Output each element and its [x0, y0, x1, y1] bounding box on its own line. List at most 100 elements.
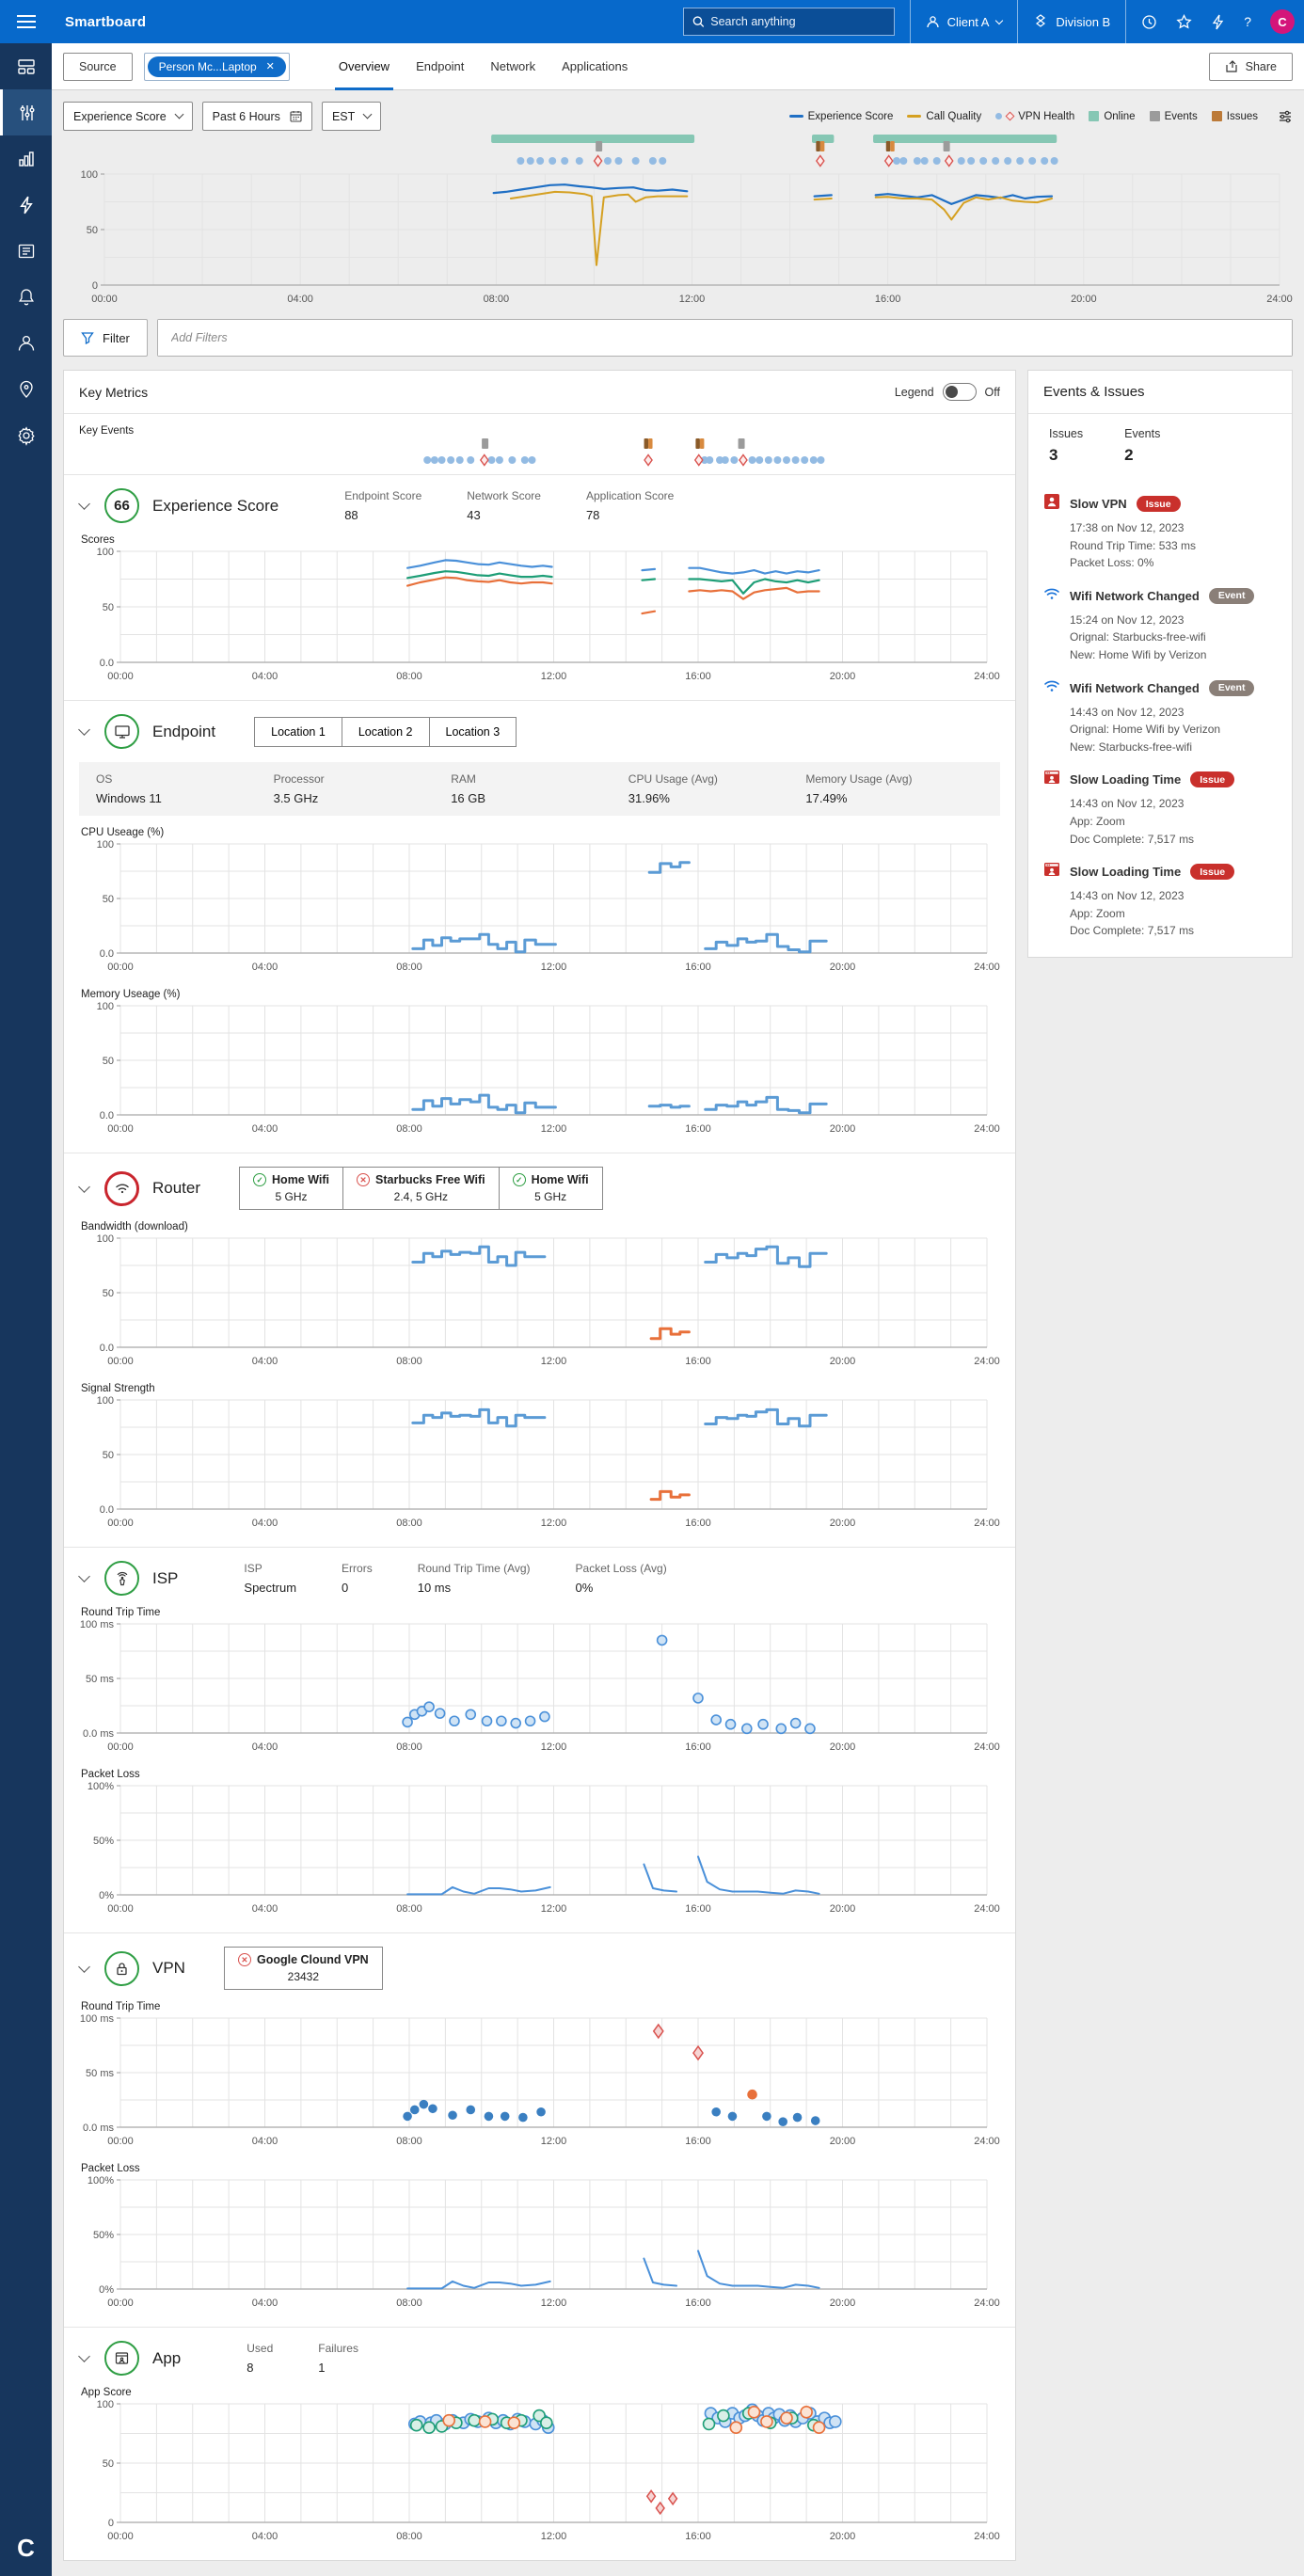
collapse-chevron-icon[interactable]	[78, 1570, 90, 1582]
svg-text:00:00: 00:00	[107, 2298, 134, 2309]
event-title: Slow Loading Time	[1070, 865, 1182, 880]
network-tab-starbucks-wifi[interactable]: ✕ Starbucks Free Wifi 2.4, 5 GHz	[342, 1167, 500, 1210]
client-switcher[interactable]: Client A	[909, 0, 1018, 43]
sidebar-item-alerts[interactable]	[0, 274, 52, 320]
svg-text:12:00: 12:00	[541, 962, 567, 973]
svg-text:20:00: 20:00	[830, 962, 856, 973]
time-range-select[interactable]: Past 6 Hours	[201, 102, 312, 131]
svg-text:24:00: 24:00	[1266, 294, 1293, 305]
timezone-select[interactable]: EST	[321, 102, 382, 131]
event-list-item[interactable]: Wifi Network Changed Event 14:43 on Nov …	[1043, 677, 1277, 756]
collapse-chevron-icon[interactable]	[78, 498, 90, 510]
event-list-item[interactable]: Slow VPN Issue 17:38 on Nov 12, 2023 Roun…	[1043, 493, 1277, 572]
division-switcher[interactable]: Division B	[1017, 0, 1125, 43]
event-badge: Event	[1208, 679, 1255, 696]
sidebar-item-users[interactable]	[0, 320, 52, 366]
sidebar-item-locations[interactable]	[0, 366, 52, 412]
svg-text:20:00: 20:00	[830, 1356, 856, 1367]
status-ok-icon: ✓	[253, 1173, 267, 1186]
bandwidth-chart: 0.0 50 100 00:00 04:00 08:00 12:00 16:00 20:00 24…	[79, 1232, 1000, 1372]
sidebar-item-settings[interactable]	[0, 412, 52, 458]
app-score-chart: 0 50 100 00:00 04:00 08:00 12:00 16:00 20:00 24:0…	[79, 2398, 1000, 2547]
svg-text:20:00: 20:00	[830, 671, 856, 682]
collapse-chevron-icon[interactable]	[78, 1960, 90, 1973]
event-details: 15:24 on Nov 12, 2023 Orignal: Starbucks-…	[1070, 612, 1207, 661]
location-3-button[interactable]: Location 3	[428, 716, 517, 747]
network-tab-home-wifi-2[interactable]: ✓ Home Wifi 5 GHz	[498, 1167, 603, 1210]
svg-text:12:00: 12:00	[541, 1123, 567, 1135]
svg-text:50%: 50%	[93, 1836, 114, 1847]
page-toolbar: Source Person Mc...Laptop ✕ Overview End…	[52, 43, 1304, 90]
lightning-icon	[19, 196, 33, 214]
location-1-button[interactable]: Location 1	[254, 716, 342, 747]
collapse-chevron-icon[interactable]	[78, 724, 90, 736]
tab-network[interactable]: Network	[490, 59, 536, 73]
status-error-icon: ✕	[357, 1173, 371, 1186]
share-button[interactable]: Share	[1208, 52, 1293, 81]
section-vpn: VPN ✕ Google Clound VPN 23432 Round Trip …	[64, 1933, 1015, 2328]
source-filter-chip[interactable]: Person Mc...Laptop ✕	[147, 56, 286, 77]
section-title: Endpoint	[152, 722, 216, 740]
quick-actions-icon[interactable]	[1211, 14, 1225, 30]
svg-text:100: 100	[97, 547, 114, 558]
event-title: Slow Loading Time	[1070, 772, 1182, 787]
cpu-usage-chart: 0.0 50 100 00:00 04:00 08:00 12:00 16:00 20:00 24…	[79, 838, 1000, 978]
event-details: 17:38 on Nov 12, 2023 Round Trip Time: 53…	[1070, 521, 1197, 570]
search-icon	[692, 16, 704, 27]
svg-text:20:00: 20:00	[830, 1123, 856, 1135]
collapse-chevron-icon[interactable]	[78, 1180, 90, 1193]
division-icon	[1036, 14, 1046, 27]
tab-endpoint[interactable]: Endpoint	[416, 59, 465, 73]
sidebar-item-actions[interactable]	[0, 182, 52, 228]
chart-settings-icon[interactable]	[1278, 109, 1293, 124]
svg-text:08:00: 08:00	[396, 2298, 422, 2309]
stat-rtt-avg: Round Trip Time (Avg) 10 ms	[417, 1562, 531, 1595]
location-2-button[interactable]: Location 2	[341, 716, 430, 747]
global-search[interactable]	[682, 8, 895, 36]
sidebar-item-reports[interactable]	[0, 228, 52, 274]
event-list-item[interactable]: Slow Loading Time Issue 14:43 on Nov 12,…	[1043, 769, 1277, 848]
tab-applications[interactable]: Applications	[562, 59, 628, 73]
tab-overview[interactable]: Overview	[334, 43, 394, 90]
division-label: Division B	[1056, 14, 1111, 29]
sidebar-item-dashboard[interactable]	[0, 43, 52, 89]
vpn-network-tab[interactable]: ✕ Google Clound VPN 23432	[223, 1947, 383, 1990]
legend-toggle[interactable]	[942, 383, 977, 401]
user-avatar[interactable]: C	[1270, 9, 1295, 34]
section-title: ISP	[152, 1568, 179, 1587]
chart-title: Memory Useage (%)	[81, 989, 181, 1000]
network-tab-home-wifi-1[interactable]: ✓ Home Wifi 5 GHz	[239, 1167, 344, 1210]
filter-button[interactable]: Filter	[63, 319, 148, 357]
history-icon[interactable]	[1141, 14, 1157, 30]
overview-timeline: 0 50 100 00:00 04:00 08:00 12:00 16:00 20:00 24:0…	[52, 131, 1304, 310]
section-endpoint: Endpoint Location 1 Location 2 Location …	[64, 701, 1015, 1153]
favorites-star-icon[interactable]	[1176, 13, 1192, 30]
chart-title: CPU Useage (%)	[81, 827, 165, 838]
search-input[interactable]	[710, 15, 885, 28]
svg-text:12:00: 12:00	[541, 671, 567, 682]
help-icon[interactable]: ?	[1244, 14, 1251, 29]
event-list-item[interactable]: Wifi Network Changed Event 15:24 on Nov …	[1043, 585, 1277, 664]
hamburger-menu-icon[interactable]	[0, 0, 52, 43]
chip-label: Person Mc...Laptop	[158, 59, 257, 73]
app-header: Smartboard Client A Division B ? C	[0, 0, 1304, 43]
event-list-item[interactable]: Slow Loading Time Issue 14:43 on Nov 12,…	[1043, 861, 1277, 940]
metric-select[interactable]: Experience Score	[63, 102, 193, 131]
source-button[interactable]: Source	[63, 52, 133, 81]
svg-text:50 ms: 50 ms	[86, 2068, 114, 2079]
chart-title: Round Trip Time	[81, 1607, 161, 1618]
events-issues-list: Slow VPN Issue 17:38 on Nov 12, 2023 Roun…	[1028, 470, 1292, 957]
wifi-icon	[115, 1184, 129, 1194]
sidebar-item-analytics[interactable]	[0, 135, 52, 182]
event-title: Wifi Network Changed	[1070, 588, 1200, 603]
legend-call-quality: Call Quality	[907, 111, 981, 122]
svg-text:16:00: 16:00	[685, 1123, 711, 1135]
sidebar-item-metrics[interactable]	[0, 89, 52, 135]
svg-text:24:00: 24:00	[974, 2531, 1000, 2542]
collapse-chevron-icon[interactable]	[78, 2350, 90, 2362]
add-filters-input[interactable]	[157, 320, 1292, 356]
legend-issues: Issues	[1211, 111, 1258, 122]
chart-title: Packet Loss	[81, 2163, 140, 2174]
chip-close-icon[interactable]: ✕	[265, 61, 275, 72]
event-details: 14:43 on Nov 12, 2023 App: Zoom Doc Comple…	[1070, 889, 1195, 938]
